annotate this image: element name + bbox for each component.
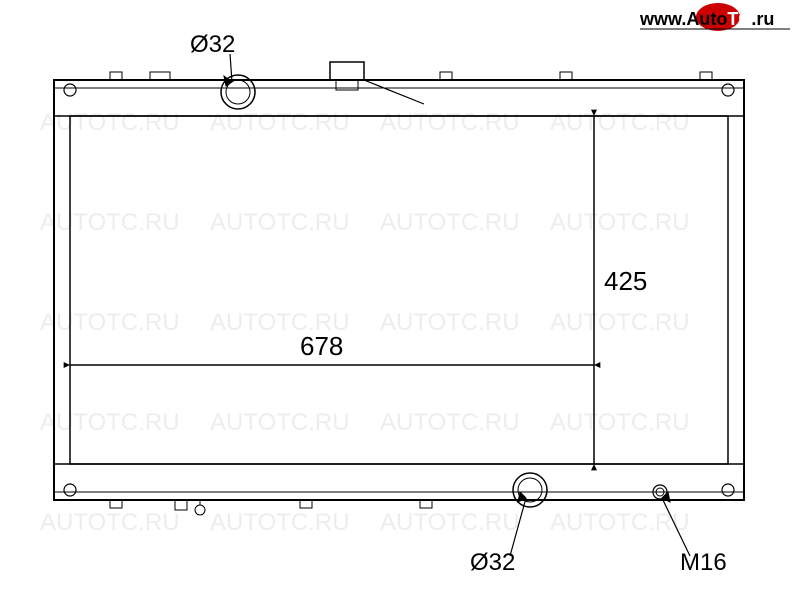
svg-text:AUTOTC.RU: AUTOTC.RU (380, 509, 520, 536)
svg-text:AUTOTC.RU: AUTOTC.RU (210, 509, 350, 536)
svg-text:AUTOTC.RU: AUTOTC.RU (380, 409, 520, 436)
svg-text:AUTOTC.RU: AUTOTC.RU (40, 409, 180, 436)
svg-text:AUTOTC.RU: AUTOTC.RU (550, 309, 690, 336)
label-drain-thread: M16 (680, 549, 727, 576)
svg-text:AUTOTC.RU: AUTOTC.RU (380, 309, 520, 336)
svg-text:AUTOTC.RU: AUTOTC.RU (210, 409, 350, 436)
site-logo: www.AutoTC.ru (639, 3, 790, 31)
dim-height: 425 (604, 266, 647, 296)
svg-text:AUTOTC.RU: AUTOTC.RU (210, 209, 350, 236)
label-bottom-diameter: Ø32 (470, 549, 515, 576)
watermark-layer: AUTOTC.RU AUTOTC.RU AUTOTC.RU AUTOTC.RU AUTO… (40, 109, 690, 536)
svg-text:AUTOTC.RU: AUTOTC.RU (550, 409, 690, 436)
svg-text:AUTOTC.RU: AUTOTC.RU (40, 509, 180, 536)
svg-text:AUTOTC.RU: AUTOTC.RU (40, 109, 180, 136)
svg-text:AUTOTC.RU: AUTOTC.RU (40, 209, 180, 236)
svg-text:AUTOTC.RU: AUTOTC.RU (380, 209, 520, 236)
label-top-diameter: Ø32 (190, 31, 235, 58)
svg-text:AUTOTC.RU: AUTOTC.RU (210, 109, 350, 136)
svg-text:AUTOTC.RU: AUTOTC.RU (40, 309, 180, 336)
svg-text:AUTOTC.RU: AUTOTC.RU (550, 209, 690, 236)
svg-text:AUTOTC.RU: AUTOTC.RU (550, 109, 690, 136)
logo-text: www.AutoTC.ru (639, 9, 774, 29)
svg-text:AUTOTC.RU: AUTOTC.RU (380, 109, 520, 136)
dim-width: 678 (300, 331, 343, 361)
